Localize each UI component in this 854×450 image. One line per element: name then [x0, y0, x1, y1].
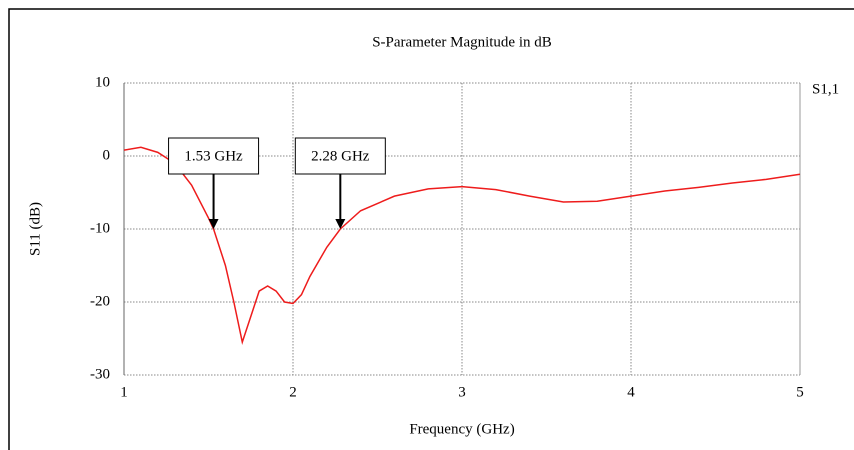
y-tick-label: -20 — [90, 293, 110, 309]
annotation-text: 1.53 GHz — [184, 148, 243, 164]
x-axis-label: Frequency (GHz) — [409, 421, 514, 437]
annotation-text: 2.28 GHz — [311, 148, 370, 164]
legend-label: S1,1 — [812, 81, 839, 97]
y-tick-label: -10 — [90, 220, 110, 236]
x-tick-label: 2 — [289, 384, 297, 400]
x-tick-label: 5 — [796, 384, 804, 400]
y-tick-label: 0 — [103, 147, 111, 163]
x-tick-label: 4 — [627, 384, 635, 400]
annotation-arrowhead — [209, 219, 219, 229]
y-tick-label: 10 — [95, 74, 110, 90]
x-tick-label: 1 — [120, 384, 128, 400]
x-tick-label: 3 — [458, 384, 466, 400]
y-axis-label: S11 (dB) — [27, 202, 43, 256]
annotation-arrowhead — [335, 219, 345, 229]
y-tick-label: -30 — [90, 366, 110, 382]
chart-title: S-Parameter Magnitude in dB — [372, 34, 552, 50]
chart: S-Parameter Magnitude in dB Frequency (G… — [0, 0, 854, 450]
